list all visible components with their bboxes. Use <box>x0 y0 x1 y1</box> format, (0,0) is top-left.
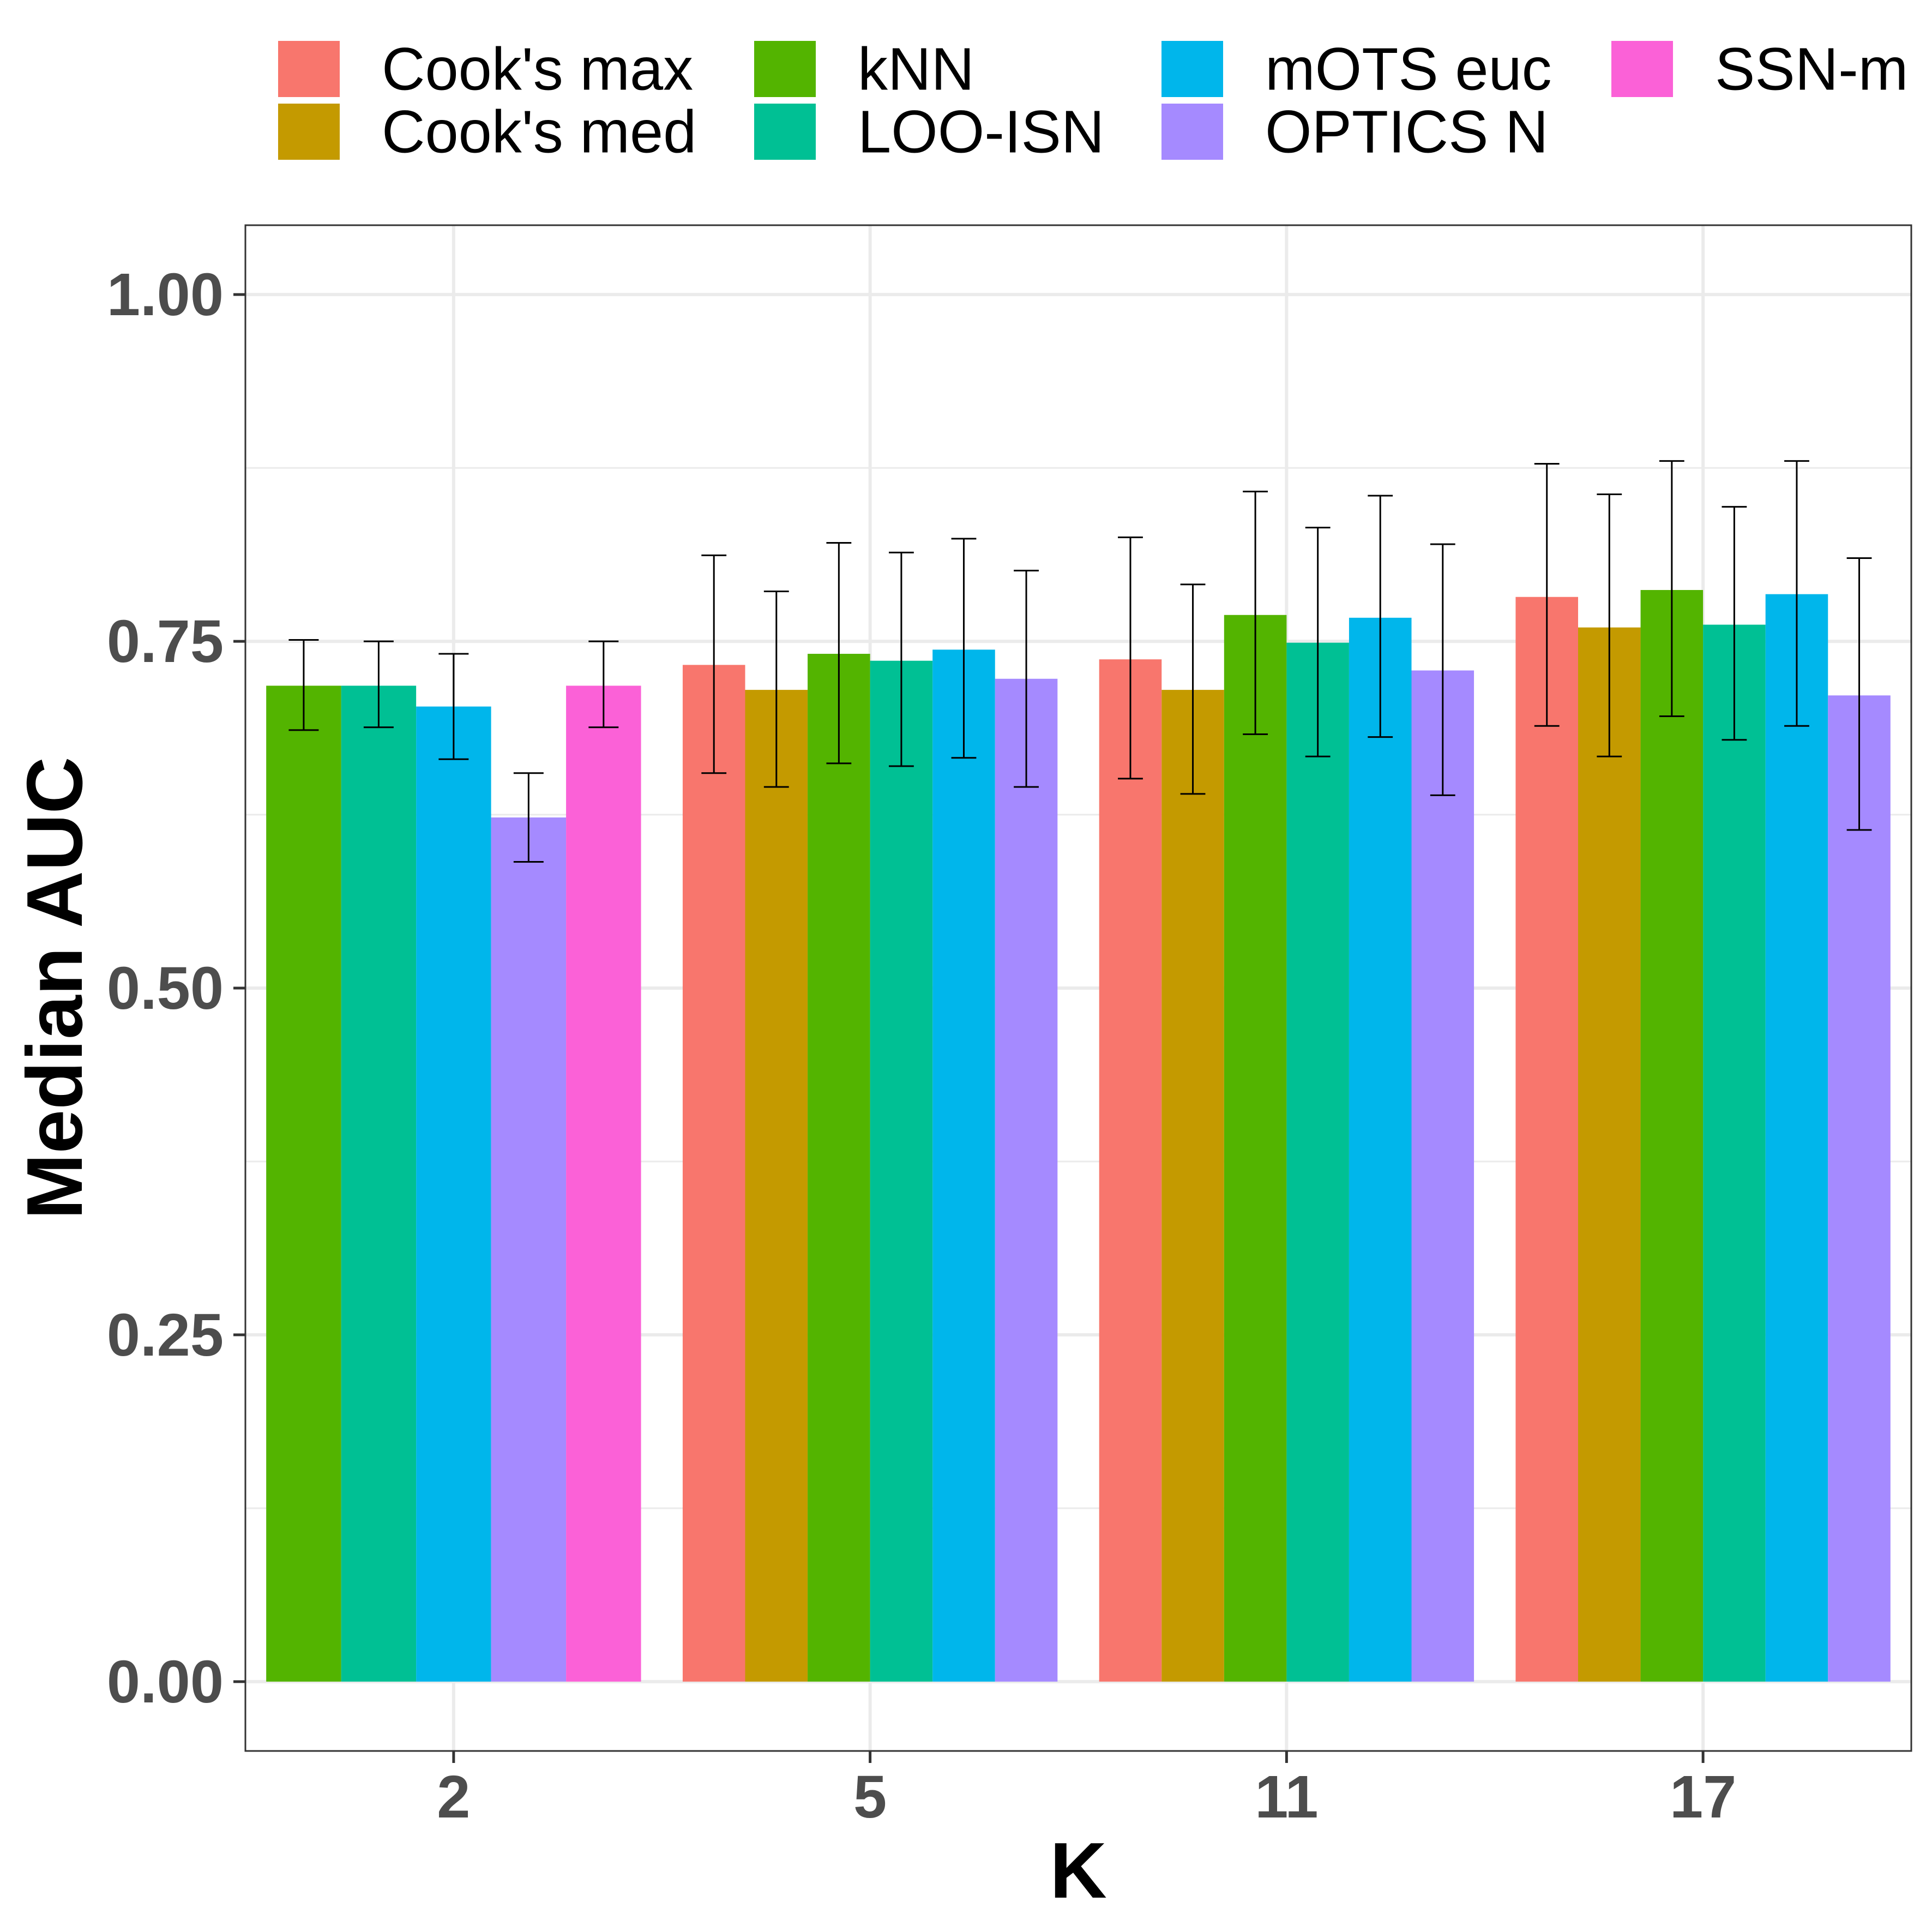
error-bar <box>701 554 727 774</box>
legend-label: SSN-m <box>1715 36 1908 103</box>
error-bars <box>288 460 1872 863</box>
y-tick-label: 0.00 <box>107 1648 224 1716</box>
bar <box>1640 589 1704 1682</box>
error-bar <box>888 551 914 767</box>
error-bar <box>763 591 789 788</box>
bar <box>870 660 933 1682</box>
legend-label: Cook's med <box>382 99 696 166</box>
bar <box>1286 642 1349 1682</box>
error-bar <box>951 538 977 759</box>
x-tick-label: 11 <box>1255 1764 1318 1831</box>
error-bar <box>1534 463 1560 727</box>
legend-item: kNN <box>754 36 974 103</box>
y-axis: 0.00 0.25 0.50 0.75 1.00 <box>107 261 245 1716</box>
legend-item: Cook's med <box>278 99 696 166</box>
bar <box>1765 594 1828 1682</box>
error-bar <box>1784 460 1809 727</box>
bar <box>1411 670 1474 1682</box>
legend-label: OPTICS N <box>1265 99 1549 166</box>
bar <box>566 685 641 1682</box>
error-bar <box>1014 569 1039 788</box>
bar <box>995 678 1058 1682</box>
bar <box>1578 627 1641 1682</box>
bar <box>1099 659 1162 1682</box>
x-tick-label: 17 <box>1670 1764 1736 1831</box>
error-bar <box>438 653 469 760</box>
legend-swatch <box>754 104 816 160</box>
bar <box>1515 597 1578 1682</box>
error-bar <box>1180 583 1206 795</box>
error-bar <box>363 640 394 729</box>
legend-item: Cook's max <box>278 36 693 103</box>
y-tick-label: 0.25 <box>107 1302 224 1369</box>
bar <box>682 665 745 1682</box>
legend-item: mOTS euc <box>1161 36 1552 103</box>
legend-swatch <box>278 41 340 97</box>
error-bar <box>1305 527 1331 757</box>
x-axis-title: K <box>1050 1826 1107 1915</box>
bar <box>416 706 491 1682</box>
legend-item: OPTICS N <box>1161 99 1549 166</box>
legend-item: SSN-m <box>1611 36 1908 103</box>
y-tick-label: 1.00 <box>107 261 224 328</box>
bar <box>1161 690 1224 1682</box>
bar <box>491 817 567 1682</box>
x-tick-label: 2 <box>437 1764 470 1831</box>
error-bar <box>513 772 544 863</box>
x-tick-label: 5 <box>853 1764 887 1831</box>
error-bar <box>1722 505 1747 741</box>
bar <box>1828 695 1891 1682</box>
bar <box>808 653 870 1682</box>
error-bar <box>588 640 619 729</box>
bar <box>745 690 808 1682</box>
y-tick-label: 0.75 <box>107 608 224 675</box>
error-bar <box>1118 536 1143 780</box>
error-bar <box>1430 543 1455 796</box>
bars <box>266 589 1891 1682</box>
legend-swatch <box>1161 41 1223 97</box>
x-axis: 2 5 11 17 <box>437 1751 1736 1831</box>
error-bar <box>826 541 852 765</box>
error-bar <box>1597 493 1622 757</box>
error-bar <box>1368 495 1393 738</box>
y-tick-label: 0.50 <box>107 955 224 1022</box>
legend-swatch <box>278 104 340 160</box>
bar <box>932 649 995 1682</box>
bar <box>1349 617 1412 1682</box>
legend-swatch <box>754 41 816 97</box>
plot-area <box>244 224 1912 1752</box>
legend-label: Cook's max <box>382 36 693 103</box>
error-bar <box>1243 490 1268 736</box>
legend-label: mOTS euc <box>1265 36 1552 103</box>
bar <box>341 685 417 1682</box>
error-bar <box>288 639 319 731</box>
y-axis-title: Median AUC <box>10 757 99 1220</box>
legend-item: LOO-ISN <box>754 99 1104 166</box>
legend-swatch <box>1161 104 1223 160</box>
error-bar <box>1846 557 1872 831</box>
bar <box>266 685 341 1682</box>
error-bar <box>1659 460 1684 717</box>
legend-swatch <box>1611 41 1673 97</box>
legend-label: LOO-ISN <box>858 99 1104 166</box>
bar <box>1224 615 1287 1682</box>
bar <box>1703 624 1766 1682</box>
legend-label: kNN <box>858 36 974 103</box>
